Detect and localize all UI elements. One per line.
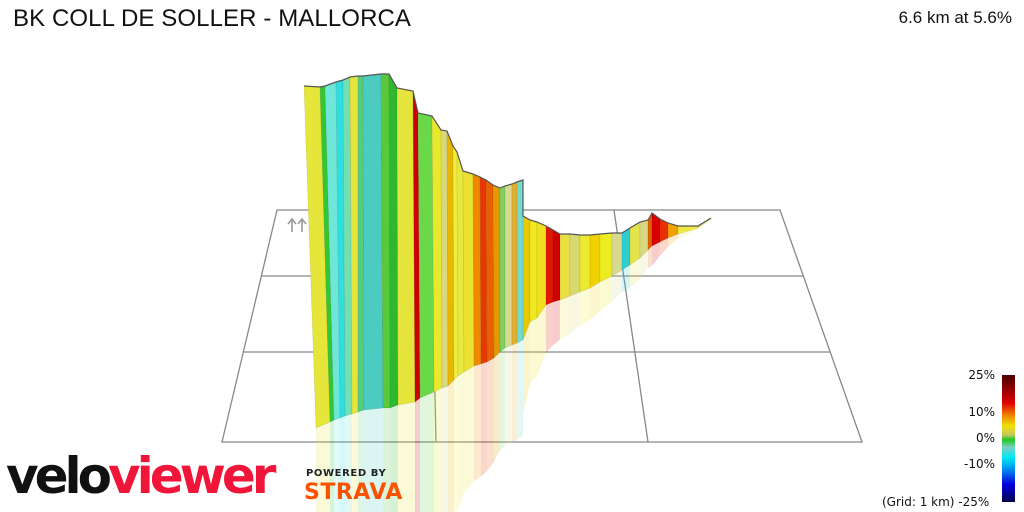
- profile-segment-reflection: [420, 392, 434, 512]
- profile-segment: [589, 233, 601, 289]
- legend-label-max: 25%: [968, 368, 995, 382]
- profile-segment: [499, 185, 506, 353]
- profile-segment-reflection: [523, 322, 530, 415]
- profile-segment: [396, 87, 416, 406]
- profile-segment-reflection: [334, 418, 340, 512]
- profile-segment-reflection: [678, 228, 698, 239]
- profile-segment-reflection: [345, 414, 352, 512]
- profile-segment-reflection: [481, 362, 487, 477]
- profile-segment-reflection: [600, 276, 612, 311]
- profile-segment-reflection: [512, 343, 517, 442]
- profile-segment-reflection: [640, 250, 648, 280]
- profile-segment: [522, 215, 531, 341]
- grid-note: (Grid: 1 km) -25%: [882, 495, 989, 509]
- profile-segment: [599, 232, 613, 283]
- profile-segment-reflection: [648, 246, 652, 268]
- profile-segment-reflection: [505, 345, 512, 446]
- powered-by-label: POWERED BY: [306, 468, 387, 479]
- profile-segment-reflection: [553, 300, 560, 346]
- profile-segment: [552, 229, 561, 303]
- profile-segment: [462, 170, 475, 373]
- profile-segment: [559, 233, 571, 301]
- profile-segment-reflection: [630, 258, 640, 288]
- profile-segment: [485, 179, 495, 363]
- veloviewer-logo[interactable]: veloviewer: [6, 446, 276, 506]
- gradient-colorbar: [1002, 375, 1015, 502]
- strava-logo[interactable]: STRAVA: [304, 480, 403, 505]
- profile-columns: [303, 72, 712, 429]
- profile-segment: [536, 221, 547, 319]
- profile-segment-reflection: [474, 364, 481, 482]
- legend-label-0: 0%: [975, 431, 995, 445]
- route-summary: 6.6 km at 5.6%: [898, 8, 1012, 27]
- profile-segment-reflection: [364, 408, 383, 512]
- profile-segment-reflection: [383, 408, 390, 512]
- profile-segment-reflection: [316, 422, 330, 512]
- profile-ridge-line: [303, 73, 712, 236]
- profile-segment: [611, 232, 623, 277]
- profile-segment-reflection: [612, 270, 622, 302]
- logo-viewer-text: viewer: [108, 447, 276, 505]
- profile-segment-reflection: [390, 405, 398, 512]
- profile-segment-reflection: [487, 358, 494, 472]
- profile-segment: [511, 181, 518, 346]
- profile-segment-reflection: [590, 282, 600, 320]
- profile-segment-reflection: [434, 388, 442, 512]
- profile-segment-reflection: [560, 296, 570, 340]
- profile-segment-reflection: [398, 402, 415, 512]
- profile-segment-reflection: [530, 318, 537, 384]
- profile-segment: [504, 183, 513, 349]
- profile-segment-reflection: [517, 340, 523, 440]
- profile-segment: [621, 227, 631, 271]
- profile-segment-reflection: [454, 376, 458, 512]
- profile-segment: [629, 221, 641, 266]
- profile-reflection: [316, 219, 711, 512]
- profile-segment: [569, 233, 581, 297]
- profile-segment: [516, 179, 524, 344]
- profile-segment-reflection: [570, 292, 580, 334]
- logo-velo-text: velo: [6, 447, 112, 505]
- profile-segment-reflection: [352, 412, 358, 512]
- legend-label-neg10: -10%: [963, 457, 995, 471]
- profile-segment: [417, 112, 435, 399]
- profile-segment-reflection: [330, 420, 334, 512]
- profile-segment: [529, 219, 538, 323]
- profile-segment-reflection: [660, 238, 668, 256]
- legend-label-10: 10%: [968, 405, 995, 419]
- profile-segment: [545, 225, 554, 306]
- profile-segment-reflection: [668, 234, 678, 247]
- profile-segment-reflection: [622, 265, 630, 293]
- profile-segment-reflection: [464, 366, 474, 493]
- legend-label-min: -25%: [958, 495, 990, 509]
- profile-segment: [362, 73, 384, 411]
- profile-segment-reflection: [546, 302, 553, 353]
- profile-segment-reflection: [580, 288, 590, 327]
- profile-segment: [388, 72, 399, 409]
- profile-segment-reflection: [448, 380, 454, 512]
- profile-segment: [472, 173, 482, 367]
- profile-segment-reflection: [698, 219, 711, 230]
- north-arrow-icon: [287, 217, 307, 232]
- profile-segment-reflection: [494, 352, 500, 462]
- profile-segment: [492, 184, 501, 359]
- profile-segment-reflection: [500, 348, 505, 451]
- profile-segment: [431, 114, 443, 393]
- profile-segment-reflection: [340, 416, 345, 512]
- grid-scale-text: (Grid: 1 km): [882, 495, 955, 509]
- profile-segment-reflection: [415, 398, 420, 512]
- profile-segment-reflection: [537, 305, 546, 376]
- profile-segment-reflection: [442, 386, 448, 512]
- profile-segment-reflection: [652, 242, 660, 266]
- route-title: BK COLL DE SOLLER - MALLORCA: [13, 5, 412, 32]
- profile-segment-reflection: [458, 372, 464, 511]
- profile-segment: [579, 234, 591, 293]
- profile-segment-reflection: [358, 410, 364, 512]
